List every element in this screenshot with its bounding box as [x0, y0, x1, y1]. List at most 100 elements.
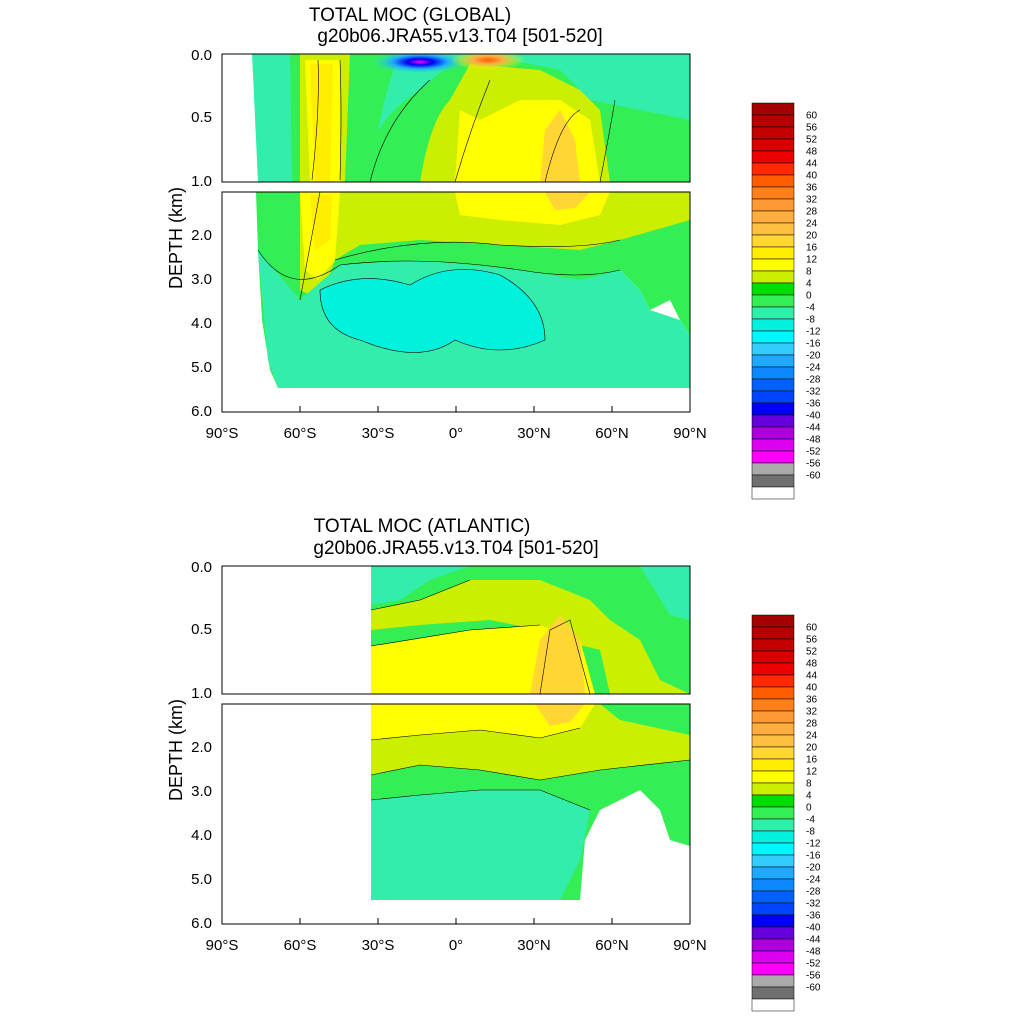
colorbar-swatch — [751, 662, 795, 676]
y-tick-label: 6.0 — [191, 403, 212, 420]
colorbar-label: 52 — [806, 647, 818, 658]
colorbar-swatch — [751, 842, 795, 856]
y-tick-label: 0.0 — [191, 47, 212, 64]
colorbar-swatch — [751, 150, 795, 164]
colorbar-label: 36 — [806, 695, 818, 706]
global-panel: TOTAL MOC (GLOBAL) g20b06.JRA55.v13.T04 … — [166, 5, 707, 442]
colorbar-label: -48 — [806, 947, 821, 958]
colorbar-label: 56 — [806, 123, 818, 134]
colorbar-swatch — [751, 450, 795, 464]
colorbar-label: -60 — [806, 471, 821, 482]
colorbar-label: 8 — [806, 779, 812, 790]
colorbar-label: 24 — [806, 219, 818, 230]
x-tick-label: 60°S — [284, 937, 317, 954]
colorbar-label: -40 — [806, 923, 821, 934]
colorbar-swatch — [751, 686, 795, 700]
colorbar-label: -56 — [806, 971, 821, 982]
colorbar-swatch — [751, 318, 795, 332]
colorbar-swatch — [751, 330, 795, 344]
colorbar-label: -36 — [806, 911, 821, 922]
colorbar-swatch — [751, 818, 795, 832]
colorbar-label: 52 — [806, 135, 818, 146]
colorbar-swatch — [751, 950, 795, 964]
colorbar-swatch — [751, 710, 795, 724]
atlantic-panel: TOTAL MOC (ATLANTIC) g20b06.JRA55.v13.T0… — [166, 516, 707, 954]
y-tick-label: 1.0 — [191, 685, 212, 702]
colorbar-swatch — [751, 258, 795, 272]
colorbar-swatch — [751, 794, 795, 808]
colorbar-label: -20 — [806, 351, 821, 362]
colorbar-label: 32 — [806, 195, 818, 206]
colorbar-swatch — [751, 426, 795, 440]
colorbar-label: -16 — [806, 851, 821, 862]
colorbar-swatch — [751, 438, 795, 452]
y-tick-label: 3.0 — [191, 783, 212, 800]
atlantic-ylabel: DEPTH (km) — [166, 699, 186, 801]
colorbar-swatch — [751, 366, 795, 380]
colorbar-label: 44 — [806, 671, 818, 682]
colorbar-swatch — [751, 902, 795, 916]
colorbar-label: 48 — [806, 659, 818, 670]
y-tick-label: 4.0 — [191, 827, 212, 844]
colorbar-label: 0 — [806, 803, 812, 814]
colorbar-label: 20 — [806, 231, 818, 242]
colorbar-swatch — [751, 722, 795, 736]
colorbar-swatch — [751, 414, 795, 428]
y-tick-label: 2.0 — [191, 227, 212, 244]
colorbar-label: 28 — [806, 719, 818, 730]
colorbar-label: -48 — [806, 435, 821, 446]
colorbar-label: -16 — [806, 339, 821, 350]
colorbar-label: -28 — [806, 375, 821, 386]
colorbar-label: 4 — [806, 791, 812, 802]
colorbar-swatch — [751, 282, 795, 296]
colorbar-swatch — [751, 770, 795, 784]
global-x-ticks: 90°S 60°S 30°S 0° 30°N 60°N 90°N — [206, 425, 707, 442]
colorbar-swatch — [751, 638, 795, 652]
global-subtitle: g20b06.JRA55.v13.T04 [501-520] — [317, 26, 602, 47]
global-lower-field — [222, 192, 690, 412]
global-upper-field — [222, 54, 690, 182]
colorbar-label: -24 — [806, 363, 821, 374]
colorbar-label: 16 — [806, 755, 818, 766]
x-tick-label: 30°N — [517, 425, 551, 442]
x-tick-label: 30°S — [362, 425, 395, 442]
colorbar-swatch — [751, 354, 795, 368]
atlantic-upper-field — [222, 566, 690, 694]
colorbar-swatch — [751, 186, 795, 200]
colorbar-label: -28 — [806, 887, 821, 898]
colorbar-swatch — [751, 806, 795, 820]
colorbar-swatch — [751, 986, 795, 1000]
colorbar-label: 40 — [806, 683, 818, 694]
colorbar-label: 40 — [806, 171, 818, 182]
colorbar-swatch — [751, 198, 795, 212]
colorbar-swatch — [751, 378, 795, 392]
colorbar-label: -8 — [806, 315, 815, 326]
atlantic-colorbar: 60565248444036322824201612840-4-8-12-16-… — [751, 614, 821, 1012]
x-tick-label: 90°N — [673, 937, 707, 954]
global-y-ticks: 0.0 0.5 1.0 2.0 3.0 4.0 5.0 6.0 — [191, 47, 212, 420]
colorbar-label: 44 — [806, 159, 818, 170]
colorbar-label: 12 — [806, 767, 818, 778]
colorbar-swatch — [751, 614, 795, 628]
atlantic-y-ticks: 0.0 0.5 1.0 2.0 3.0 4.0 5.0 6.0 — [191, 559, 212, 932]
colorbar-label: -60 — [806, 983, 821, 994]
colorbar-swatch — [751, 210, 795, 224]
atlantic-lower-field — [222, 704, 690, 924]
colorbar-label: -40 — [806, 411, 821, 422]
y-tick-label: 3.0 — [191, 271, 212, 288]
colorbar-swatch — [751, 486, 795, 500]
colorbar-swatch — [751, 162, 795, 176]
colorbar-swatch — [751, 758, 795, 772]
colorbar-swatch — [751, 782, 795, 796]
colorbar-swatch — [751, 222, 795, 236]
colorbar-label: 56 — [806, 635, 818, 646]
x-tick-label: 60°N — [595, 937, 629, 954]
colorbar-label: -56 — [806, 459, 821, 470]
x-tick-label: 30°N — [517, 937, 551, 954]
colorbar-label: 12 — [806, 255, 818, 266]
colorbar-label: -44 — [806, 423, 821, 434]
x-tick-label: 0° — [449, 937, 463, 954]
colorbar-swatch — [751, 674, 795, 688]
global-colorbar: 60565248444036322824201612840-4-8-12-16-… — [751, 102, 821, 500]
y-tick-label: 0.5 — [191, 109, 212, 126]
